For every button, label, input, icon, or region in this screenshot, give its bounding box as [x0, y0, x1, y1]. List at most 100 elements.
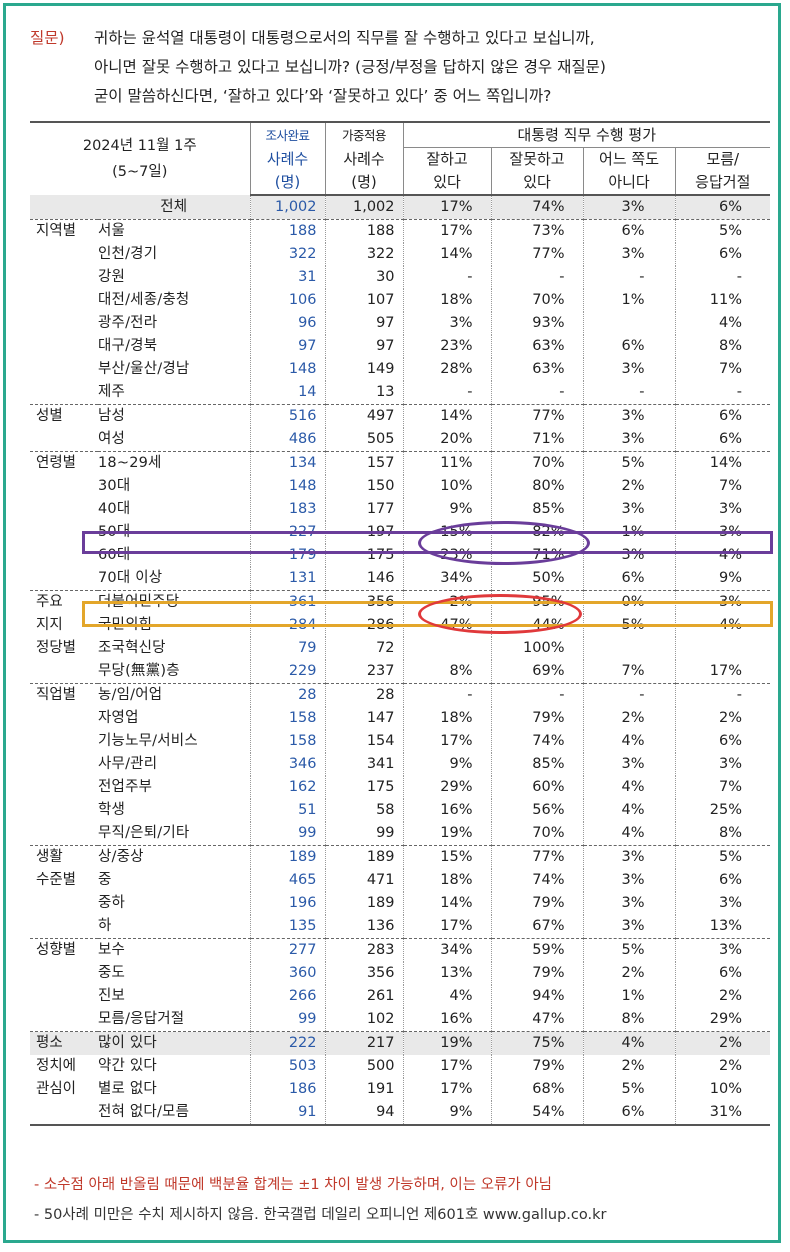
cell-good: 19%	[402, 822, 492, 846]
cell-bad: 94%	[490, 985, 584, 1008]
cell-dk: 11%	[674, 289, 771, 312]
cell-dk: 7%	[674, 475, 771, 498]
cell-n1: 51	[249, 799, 326, 822]
row-group	[30, 985, 98, 1008]
table-row: 수준별 중 465 471 18% 74% 3% 6%	[30, 869, 771, 892]
row-label: 제주	[98, 384, 126, 400]
cell-n2: 356	[324, 962, 404, 985]
cell-n1: 188	[249, 219, 326, 243]
cell-neither: 3%	[582, 404, 676, 428]
table-row: 학생 51 58 16% 56% 4% 25%	[30, 799, 771, 822]
row-label: 30대	[98, 478, 131, 494]
cell-bad: 56%	[490, 799, 584, 822]
row-label: 모름/응답거절	[98, 1011, 185, 1027]
table-row: 부산/울산/경남 148 149 28% 63% 3% 7%	[30, 358, 771, 381]
table-row: 관심이 별로 없다 186 191 17% 68% 5% 10%	[30, 1078, 771, 1101]
cell-n2: 189	[324, 845, 404, 869]
cell-neither: 4%	[582, 776, 676, 799]
cell-dk: 7%	[674, 358, 771, 381]
row-label: 대구/경북	[98, 338, 158, 354]
table-row: 기능노무/서비스 158 154 17% 74% 4% 6%	[30, 730, 771, 753]
cell-n1: 266	[249, 985, 326, 1008]
cell-n2: 99	[324, 822, 404, 846]
table-row: 평소 많이 있다 222 217 19% 75% 4% 2%	[30, 1031, 771, 1055]
header-weighted-label: 가중적용	[324, 121, 404, 148]
cell-n2: 154	[324, 730, 404, 753]
cell-dk: 5%	[674, 845, 771, 869]
cell-n1: 277	[249, 938, 326, 962]
cell-dk: 2%	[674, 707, 771, 730]
cell-bad: 73%	[490, 219, 584, 243]
cell-good: 9%	[402, 498, 492, 521]
row-label: 중	[98, 872, 112, 888]
cell-neither: 2%	[582, 962, 676, 985]
cell-n2: 191	[324, 1078, 404, 1101]
cell-n2: 94	[324, 1101, 404, 1126]
row-group: 생활	[30, 845, 98, 869]
cell-neither: 3%	[582, 498, 676, 521]
cell-good: 11%	[402, 451, 492, 475]
cell-neither: -	[582, 683, 676, 707]
cell-n2: 500	[324, 1055, 404, 1078]
row-group	[30, 962, 98, 985]
cell-n1: 91	[249, 1101, 326, 1126]
cell-good: 29%	[402, 776, 492, 799]
row-group: 연령별	[30, 451, 98, 475]
cell-bad: 80%	[490, 475, 584, 498]
cell-n1: 158	[249, 707, 326, 730]
header-weighted-n: 사례수	[324, 147, 404, 171]
table-row: 지역별 서울 188 188 17% 73% 6% 5%	[30, 219, 771, 243]
cell-bad: 50%	[490, 567, 584, 591]
row-group	[30, 381, 98, 405]
row-label: 별로 없다	[98, 1081, 157, 1097]
table-row: 대전/세종/충청 106 107 18% 70% 1% 11%	[30, 289, 771, 312]
cell-dk: 2%	[674, 1031, 771, 1055]
cell-neither: 3%	[582, 195, 676, 220]
table-row: 무직/은퇴/기타 99 99 19% 70% 4% 8%	[30, 822, 771, 846]
cell-neither: 4%	[582, 822, 676, 846]
cell-good: 14%	[402, 892, 492, 915]
cell-bad: 79%	[490, 1055, 584, 1078]
cell-good: 10%	[402, 475, 492, 498]
table-row: 연령별 18~29세 134 157 11% 70% 5% 14%	[30, 451, 771, 475]
row-label: 40대	[98, 501, 131, 517]
cell-neither: 3%	[582, 753, 676, 776]
table-row: 광주/전라 96 97 3% 93% 4%	[30, 312, 771, 335]
cell-n2: 471	[324, 869, 404, 892]
cell-neither: 6%	[582, 567, 676, 591]
table-row: 진보 266 261 4% 94% 1% 2%	[30, 985, 771, 1008]
cell-n1: 346	[249, 753, 326, 776]
cell-n1: 516	[249, 404, 326, 428]
cell-n1: 186	[249, 1078, 326, 1101]
cell-dk: 25%	[674, 799, 771, 822]
row-label: 전체	[98, 195, 251, 220]
cell-dk: 3%	[674, 753, 771, 776]
table-row: 40대 183 177 9% 85% 3% 3%	[30, 498, 771, 521]
row-group	[30, 776, 98, 799]
cell-good: 17%	[402, 915, 492, 939]
header-survey-label: 조사완료	[249, 121, 326, 148]
cell-dk: 6%	[674, 869, 771, 892]
cell-n1: 360	[249, 962, 326, 985]
cell-dk: 6%	[674, 730, 771, 753]
cell-n2: 58	[324, 799, 404, 822]
cell-dk: 29%	[674, 1008, 771, 1032]
question-label: 질문)	[30, 29, 65, 47]
cell-n2: 177	[324, 498, 404, 521]
row-label: 18~29세	[98, 451, 251, 475]
cell-n1: 134	[249, 451, 326, 475]
cell-bad: 85%	[490, 498, 584, 521]
cell-good: 17%	[402, 1055, 492, 1078]
row-label: 기능노무/서비스	[98, 733, 198, 749]
header-bad-l2: 있다	[490, 171, 584, 196]
cell-good: 3%	[402, 312, 492, 335]
row-group	[30, 730, 98, 753]
row-group	[30, 915, 98, 939]
cell-bad: 60%	[490, 776, 584, 799]
cell-n1: 106	[249, 289, 326, 312]
cell-n2: 497	[324, 404, 404, 428]
cell-good: 18%	[402, 707, 492, 730]
question-block: 질문) 귀하는 윤석열 대통령이 대통령으로서의 직무를 잘 수행하고 있다고 …	[30, 24, 770, 111]
table-row: 전업주부 162 175 29% 60% 4% 7%	[30, 776, 771, 799]
cell-neither: 4%	[582, 799, 676, 822]
